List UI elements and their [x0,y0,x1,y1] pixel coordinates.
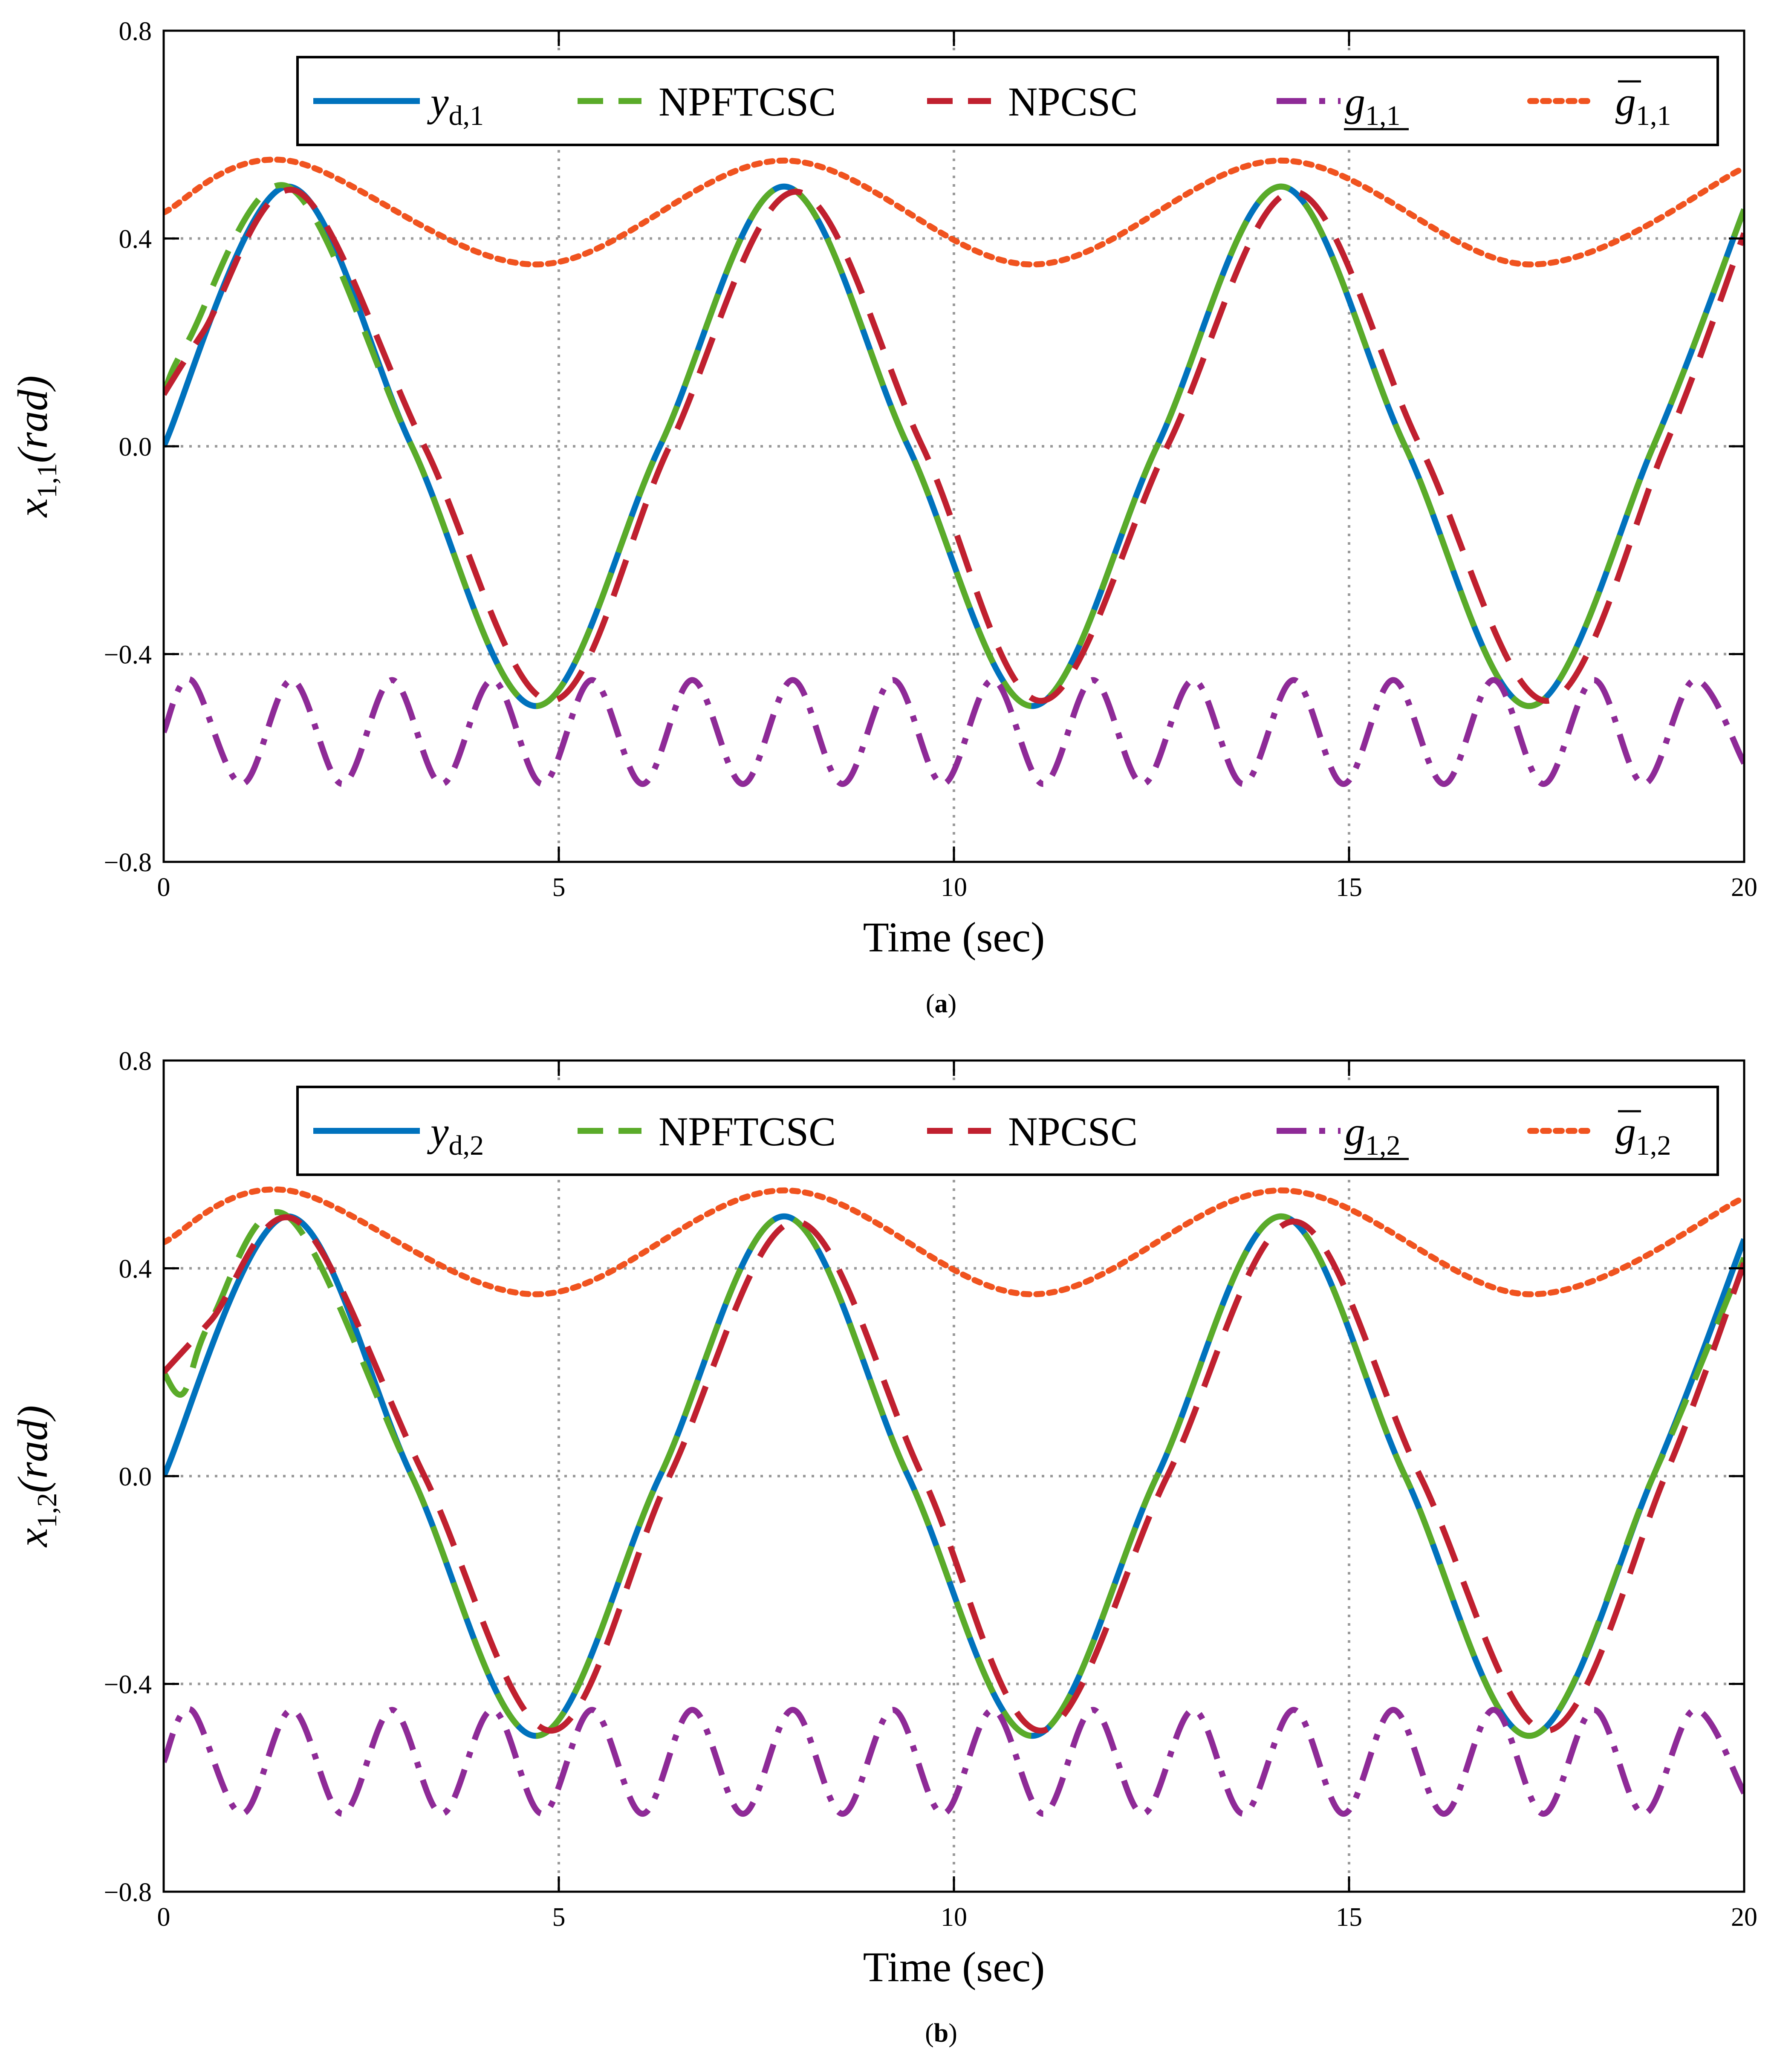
legend-label-base: NPFTCSC [659,1109,836,1154]
legend: yd,1 NPFTCSC NPCSC g1,1 g1,1 [296,56,1719,146]
legend-label-3: NPCSC [1008,79,1138,124]
legend-label-sub: 1,2 [1636,1130,1671,1161]
y-axis-label-var: x [9,1528,56,1548]
y-axis-label-sub: 1,1 [32,463,63,498]
y-tick-label: −0.4 [104,1670,152,1699]
series-group [164,156,1744,787]
series-line-4 [164,676,1744,787]
legend-label-base: NPCSC [1008,79,1138,124]
caption-open: ( [926,989,935,1018]
legend-label-base: g [1345,1109,1365,1154]
x-tick-label: 5 [552,1903,566,1932]
x-tick-label: 20 [1731,873,1757,902]
x-axis-label: Time (sec) [863,913,1045,961]
legend-label-sub: 1,1 [1365,100,1401,131]
caption-label: a [935,989,948,1018]
caption-open: ( [925,2019,934,2048]
legend: yd,2 NPFTCSC NPCSC g1,2 g1,2 [296,1086,1719,1176]
legend-label-1: yd,1 [427,79,484,131]
x-tick-label: 20 [1731,1903,1757,1932]
x-tick-label: 0 [157,1903,170,1932]
legend-label-4: g1,2 [1345,1109,1401,1161]
grid [164,31,1744,862]
panel-caption: (b) [925,2019,957,2048]
x-tick-label: 15 [1336,1903,1362,1932]
y-tick-label: −0.8 [104,1878,152,1907]
y-axis-label-var: x [9,498,56,518]
series-line-5 [164,156,1744,268]
legend-label-base: NPFTCSC [659,79,836,124]
legend-box [296,1086,1719,1176]
y-axis-label: x1,1(rad) [9,376,63,518]
legend-label-1: yd,2 [427,1109,484,1161]
legend-label-sub: d,2 [449,1130,484,1161]
legend-label-base: y [427,1109,449,1154]
y-axis-label: x1,2(rad) [9,1405,63,1548]
panel-caption: (a) [926,989,956,1018]
series-line-3 [164,1214,1744,1734]
y-axis-label-unit: (rad) [9,1405,56,1493]
caption-label: b [934,2019,948,2048]
legend-label-base: NPCSC [1008,1109,1138,1154]
x-axis-label: Time (sec) [863,1943,1045,1991]
y-tick-label: 0.8 [119,17,152,46]
y-tick-label: 0.8 [119,1047,152,1076]
x-tick-label: 5 [552,873,566,902]
series-line-5 [164,1186,1744,1298]
series-line-3 [164,187,1744,704]
legend-label-5: g1,2 [1615,1109,1671,1161]
grid [164,1061,1744,1892]
legend-label-2: NPFTCSC [659,79,836,124]
y-tick-label: 0.0 [119,1462,152,1491]
x-tick-label: 15 [1336,873,1362,902]
x-tick-label: 10 [941,873,967,902]
y-tick-label: 0.0 [119,433,152,462]
y-tick-label: −0.4 [104,641,152,670]
legend-label-base: g [1615,1109,1636,1154]
legend-label-5: g1,1 [1615,79,1671,131]
legend-label-2: NPFTCSC [659,1109,836,1154]
y-axis-label-unit: (rad) [9,376,56,463]
legend-label-sub: d,1 [449,100,484,131]
legend-label-4: g1,1 [1345,79,1401,131]
series-line-2 [164,182,1744,709]
legend-label-sub: 1,2 [1365,1130,1401,1161]
y-tick-label: −0.8 [104,848,152,877]
legend-label-sub: 1,1 [1636,100,1671,131]
x-tick-label: 10 [941,1903,967,1932]
y-axis-label-sub: 1,2 [32,1493,63,1528]
legend-box [296,56,1719,146]
legend-label-base: g [1345,79,1365,124]
series-line-2 [164,1209,1744,1739]
y-tick-label: 0.4 [119,1255,152,1284]
caption-close: ) [948,2019,957,2048]
caption-close: ) [948,989,957,1018]
y-tick-label: 0.4 [119,225,152,254]
legend-label-base: y [427,79,449,124]
series-group [164,1186,1744,1817]
x-tick-label: 0 [157,873,170,902]
legend-label-3: NPCSC [1008,1109,1138,1154]
series-line-4 [164,1706,1744,1817]
legend-label-base: g [1615,79,1636,124]
